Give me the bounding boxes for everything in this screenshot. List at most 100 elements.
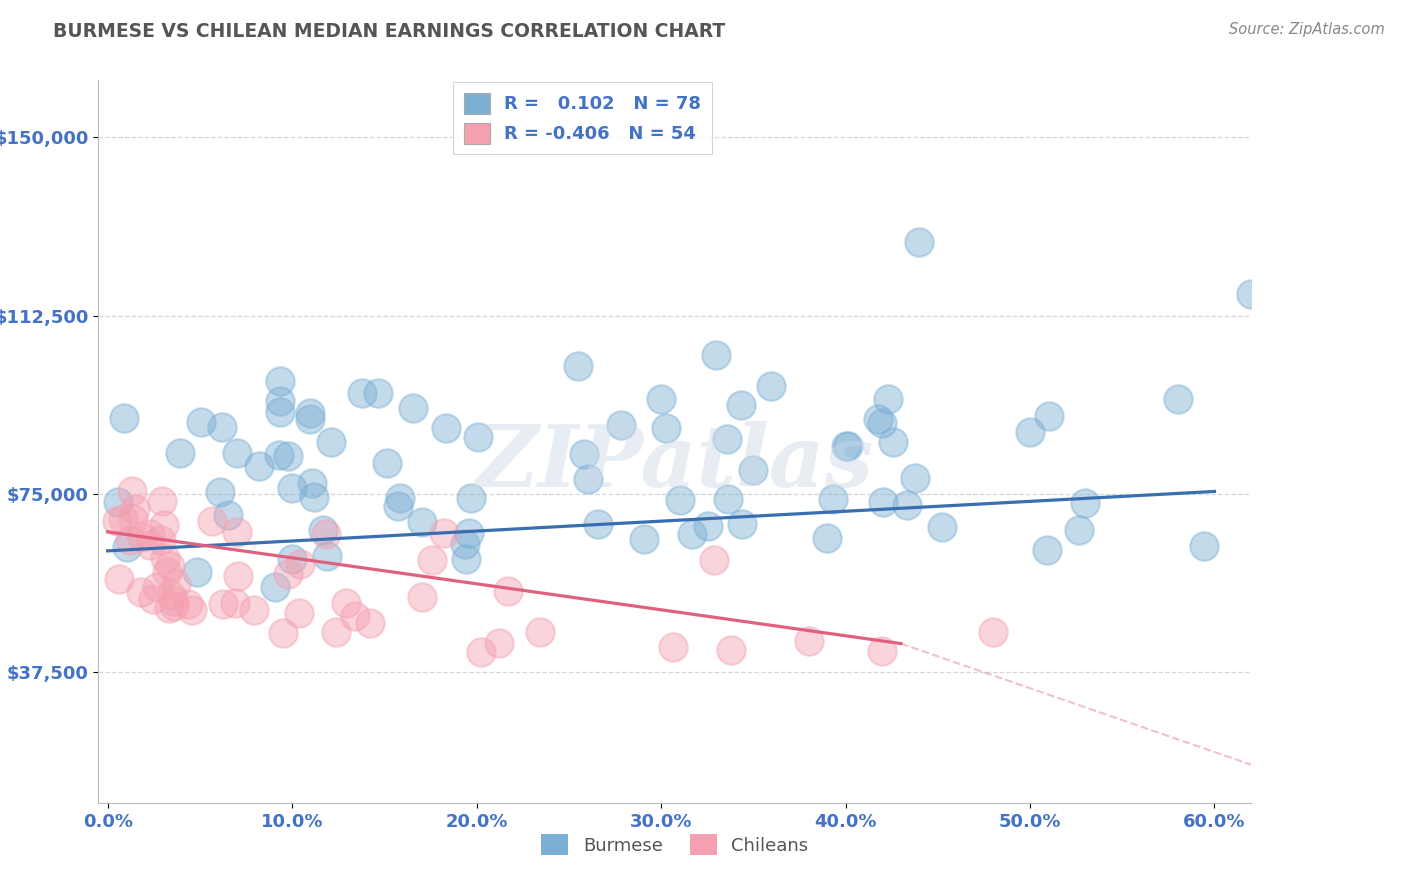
Point (139, 527, 162, 541)
Point (312, 524, 335, 538)
Point (156, 565, 179, 579)
Point (717, 491, 740, 506)
Point (1019, 425, 1042, 439)
Point (343, 608, 366, 623)
Point (169, 445, 191, 459)
Point (224, 596, 246, 610)
Point (288, 557, 311, 571)
Point (159, 559, 181, 574)
Point (124, 502, 146, 516)
Point (586, 516, 609, 531)
Point (200, 514, 222, 528)
Point (815, 531, 838, 545)
Point (872, 494, 894, 508)
Point (1192, 539, 1215, 553)
Point (866, 411, 889, 425)
Point (217, 508, 239, 522)
Point (434, 421, 457, 435)
Point (121, 484, 143, 499)
Point (1240, 287, 1263, 301)
Point (249, 458, 271, 473)
Point (211, 420, 233, 434)
Point (269, 375, 291, 389)
Point (411, 590, 433, 604)
Point (576, 472, 599, 486)
Point (281, 552, 304, 566)
Point (142, 592, 165, 607)
Point (181, 603, 204, 617)
Point (225, 524, 247, 539)
Point (662, 640, 685, 654)
Point (269, 448, 291, 462)
Point (131, 529, 153, 543)
Point (150, 533, 173, 547)
Point (981, 624, 1004, 639)
Point (153, 551, 176, 566)
Point (212, 597, 235, 611)
Legend: Burmese, Chileans: Burmese, Chileans (534, 827, 815, 863)
Point (388, 491, 411, 506)
Point (877, 392, 900, 407)
Point (186, 565, 208, 579)
Point (118, 533, 141, 547)
Point (730, 398, 752, 412)
Point (271, 626, 294, 640)
Point (359, 615, 381, 630)
Point (797, 634, 820, 648)
Point (302, 490, 325, 504)
Point (703, 553, 725, 567)
Point (650, 392, 672, 406)
Point (112, 411, 135, 425)
Point (454, 552, 477, 566)
Point (269, 393, 291, 408)
Point (882, 434, 904, 449)
Point (761, 378, 783, 392)
Point (375, 456, 398, 470)
Point (574, 447, 596, 461)
Point (316, 549, 339, 563)
Point (226, 568, 249, 582)
Point (350, 386, 373, 401)
Point (150, 493, 173, 508)
Point (432, 526, 454, 541)
Point (1038, 409, 1060, 423)
Text: ZIPatlas: ZIPatlas (475, 421, 875, 505)
Point (264, 580, 287, 594)
Point (325, 625, 347, 640)
Point (460, 491, 482, 505)
Point (470, 645, 492, 659)
Point (108, 572, 131, 586)
Point (896, 499, 918, 513)
Point (609, 418, 631, 433)
Point (454, 536, 477, 550)
Point (1067, 523, 1090, 537)
Point (281, 482, 304, 496)
Point (633, 532, 655, 546)
Point (704, 348, 727, 362)
Point (153, 517, 176, 532)
Point (716, 433, 738, 447)
Point (288, 606, 311, 620)
Point (335, 596, 357, 610)
Point (367, 385, 389, 400)
Point (420, 553, 443, 567)
Point (277, 567, 299, 582)
Text: Source: ZipAtlas.com: Source: ZipAtlas.com (1229, 22, 1385, 37)
Point (720, 642, 742, 657)
Point (225, 446, 247, 460)
Point (298, 406, 321, 420)
Point (298, 412, 321, 426)
Point (209, 485, 232, 500)
Point (1036, 542, 1059, 557)
Point (458, 526, 481, 541)
Point (931, 520, 953, 534)
Point (387, 499, 409, 513)
Point (872, 643, 894, 657)
Point (163, 599, 186, 613)
Point (908, 235, 931, 249)
Point (904, 470, 927, 484)
Point (242, 603, 264, 617)
Point (496, 584, 519, 599)
Point (107, 495, 129, 509)
Point (146, 580, 169, 594)
